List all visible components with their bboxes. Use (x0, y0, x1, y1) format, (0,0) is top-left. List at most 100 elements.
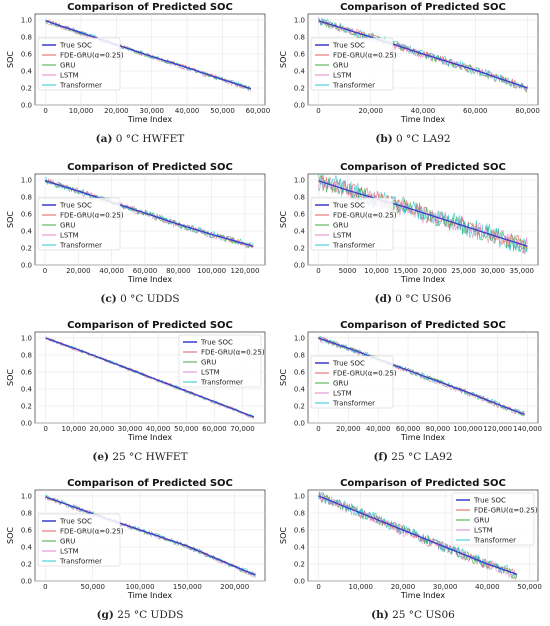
true-soc-line (318, 180, 528, 247)
x-tick-label: 60,000 (202, 425, 227, 433)
caption-a: (a) 0 °C HWFET (5, 133, 275, 145)
legend-label: GRU (201, 358, 216, 366)
legend-label: True SOC (332, 41, 365, 49)
x-tick-label: 120,000 (231, 267, 260, 275)
legend-label: Transformer (200, 378, 243, 386)
y-axis-label: SOC (6, 51, 15, 68)
panel-g: 0.0 0.2 0.4 0.6 0.8 1.0 0 50,000 100,000 150,000 2… (5, 476, 275, 626)
y-axis-label: SOC (279, 527, 288, 544)
x-tick-label: 60,000 (246, 107, 271, 115)
y-tick-label: 0.4 (294, 543, 306, 551)
caption-b: (b) 0 °C LA92 (278, 133, 548, 145)
legend-label: FDE-GRU(α=0.25) (333, 211, 397, 219)
x-axis-label: Time Index (127, 591, 172, 600)
y-tick-label: 0.6 (21, 210, 33, 218)
y-tick-label: 0.6 (294, 50, 306, 58)
series-line (318, 18, 528, 93)
legend-label: LSTM (60, 547, 79, 555)
series-line (318, 18, 528, 92)
x-tick-label: 15,000 (393, 267, 418, 275)
x-tick-label: 80,000 (515, 107, 540, 115)
caption-text-c: 0 °C UDDS (120, 293, 180, 305)
x-tick-label: 0 (43, 107, 47, 115)
y-tick-label: 0.6 (294, 526, 306, 534)
y-tick-label: 0.4 (294, 67, 306, 75)
caption-text-f: 25 °C LA92 (391, 451, 453, 463)
legend-label: True SOC (473, 496, 506, 504)
x-tick-label: 40,000 (411, 107, 436, 115)
y-tick-label: 0.8 (21, 351, 32, 359)
x-tick-label: 0 (316, 107, 320, 115)
caption-d: (d) 0 °C US06 (278, 293, 548, 305)
x-tick-label: 0 (43, 425, 47, 433)
x-tick-label: 10,000 (62, 425, 87, 433)
caption-h: (h) 25 °C US06 (278, 609, 548, 621)
x-tick-label: 50,000 (80, 583, 105, 591)
legend-box (37, 197, 121, 251)
legend-label: LSTM (474, 526, 493, 534)
chart-c: 0.0 0.2 0.4 0.6 0.8 1.0 0 20,000 40,000 60,000 80,… (6, 162, 266, 284)
y-axis-label: SOC (6, 527, 15, 544)
legend-label: GRU (333, 61, 348, 69)
legend-box (451, 492, 535, 546)
x-tick-label: 80,000 (426, 425, 451, 433)
y-axis-label: SOC (279, 51, 288, 68)
caption-tag-d: (d) (374, 293, 392, 305)
series-line (45, 494, 256, 577)
x-tick-label: 5000 (339, 267, 357, 275)
caption-tag-e: (e) (92, 451, 110, 463)
y-tick-label: 0.2 (21, 402, 32, 410)
legend-label: True SOC (59, 517, 92, 525)
x-tick-label: 100,000 (197, 267, 226, 275)
x-tick-label: 50,000 (210, 107, 235, 115)
series-line (318, 173, 528, 253)
y-tick-label: 0.8 (294, 351, 305, 359)
caption-tag-a: (a) (95, 133, 113, 145)
y-tick-label: 0.4 (21, 543, 33, 551)
legend-label: Transformer (59, 81, 102, 89)
caption-text-h: 25 °C US06 (392, 609, 455, 621)
y-tick-label: 1.0 (294, 334, 305, 342)
legend-label: FDE-GRU(α=0.25) (60, 211, 124, 219)
x-tick-label: 80,000 (166, 267, 191, 275)
x-tick-label: 150,000 (173, 583, 202, 591)
y-tick-label: 0.8 (21, 193, 32, 201)
legend-label: GRU (333, 221, 348, 229)
y-tick-label: 1.0 (294, 492, 305, 500)
caption-c: (c) 0 °C UDDS (5, 293, 275, 305)
legend-label: Transformer (59, 241, 102, 249)
x-tick-label: 0 (43, 267, 47, 275)
y-axis-label: SOC (6, 211, 15, 228)
panel-h: 0.0 0.2 0.4 0.6 0.8 1.0 0 10,000 20,000 30,000 40,… (278, 476, 548, 626)
legend-label: True SOC (332, 201, 365, 209)
y-tick-label: 1.0 (21, 334, 32, 342)
y-tick-label: 0.4 (21, 385, 33, 393)
x-axis-label: Time Index (127, 433, 172, 442)
y-tick-label: 0.2 (21, 560, 32, 568)
x-axis-label: Time Index (127, 275, 172, 284)
y-tick-label: 0.0 (21, 261, 32, 269)
chart-h: 0.0 0.2 0.4 0.6 0.8 1.0 0 10,000 20,000 30,000 40,… (279, 478, 542, 600)
y-tick-label: 0.0 (21, 101, 32, 109)
x-tick-label: 40,000 (175, 107, 200, 115)
y-tick-label: 1.0 (21, 176, 32, 184)
panel-f: 0.0 0.2 0.4 0.6 0.8 1.0 0 20,000 40,000 60,000 80,… (278, 318, 548, 468)
y-tick-label: 0.0 (294, 577, 305, 585)
y-tick-label: 1.0 (294, 16, 305, 24)
x-tick-label: 20,000 (358, 107, 383, 115)
legend-box (310, 355, 394, 409)
legend-label: LSTM (333, 389, 352, 397)
panel-d: 0.0 0.2 0.4 0.6 0.8 1.0 0 5000 10,000 15,000 20,00… (278, 160, 548, 310)
x-tick-label: 30,000 (433, 583, 458, 591)
legend-label: GRU (474, 516, 489, 524)
y-tick-label: 0.0 (294, 101, 305, 109)
caption-tag-h: (h) (371, 609, 389, 621)
series-line (318, 491, 518, 577)
y-axis-label: SOC (6, 369, 15, 386)
x-tick-label: 200,000 (220, 583, 249, 591)
true-soc-line (318, 495, 518, 575)
x-tick-label: 10,000 (364, 267, 389, 275)
chart-title: Comparison of Predicted SOC (67, 320, 233, 331)
x-tick-label: 20,000 (104, 107, 129, 115)
chart-title: Comparison of Predicted SOC (67, 478, 233, 489)
